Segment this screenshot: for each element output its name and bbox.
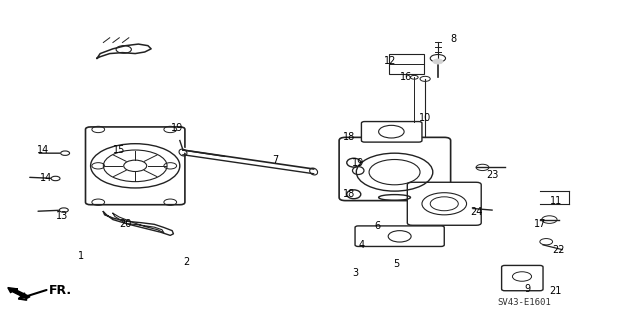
Text: 6: 6	[374, 221, 380, 231]
FancyBboxPatch shape	[86, 127, 185, 205]
Text: 9: 9	[524, 284, 530, 294]
Text: 24: 24	[470, 207, 483, 217]
Text: 17: 17	[534, 219, 546, 229]
FancyBboxPatch shape	[389, 54, 424, 74]
Text: SV43-E1601: SV43-E1601	[497, 298, 551, 307]
Text: 19: 19	[352, 158, 364, 168]
FancyBboxPatch shape	[362, 122, 422, 142]
Text: 5: 5	[394, 259, 399, 269]
Text: 18: 18	[342, 189, 355, 199]
FancyArrow shape	[8, 288, 30, 299]
Text: 8: 8	[451, 34, 457, 44]
Text: 13: 13	[56, 211, 68, 221]
Text: 1: 1	[78, 251, 84, 261]
Text: 14: 14	[36, 145, 49, 155]
Circle shape	[61, 151, 70, 155]
Text: 23: 23	[486, 170, 498, 180]
Text: 11: 11	[550, 196, 562, 206]
Text: FR.: FR.	[49, 284, 72, 297]
Circle shape	[51, 176, 60, 181]
Text: 16: 16	[400, 72, 412, 82]
Text: 15: 15	[113, 145, 125, 155]
Text: 10: 10	[419, 113, 431, 123]
Text: 7: 7	[272, 154, 278, 165]
Text: 18: 18	[342, 132, 355, 142]
Text: 4: 4	[358, 240, 365, 250]
Text: 21: 21	[550, 286, 562, 296]
FancyBboxPatch shape	[355, 226, 444, 247]
FancyBboxPatch shape	[407, 182, 481, 225]
Text: 12: 12	[384, 56, 396, 66]
Circle shape	[433, 59, 443, 64]
Text: 22: 22	[553, 245, 565, 255]
FancyBboxPatch shape	[339, 137, 451, 201]
FancyBboxPatch shape	[502, 265, 543, 291]
Text: 19: 19	[170, 123, 183, 133]
Text: 3: 3	[352, 268, 358, 278]
Polygon shape	[97, 44, 151, 58]
Text: 2: 2	[183, 257, 189, 267]
Text: 14: 14	[40, 174, 52, 183]
Text: 20: 20	[120, 219, 132, 229]
Circle shape	[60, 208, 68, 212]
